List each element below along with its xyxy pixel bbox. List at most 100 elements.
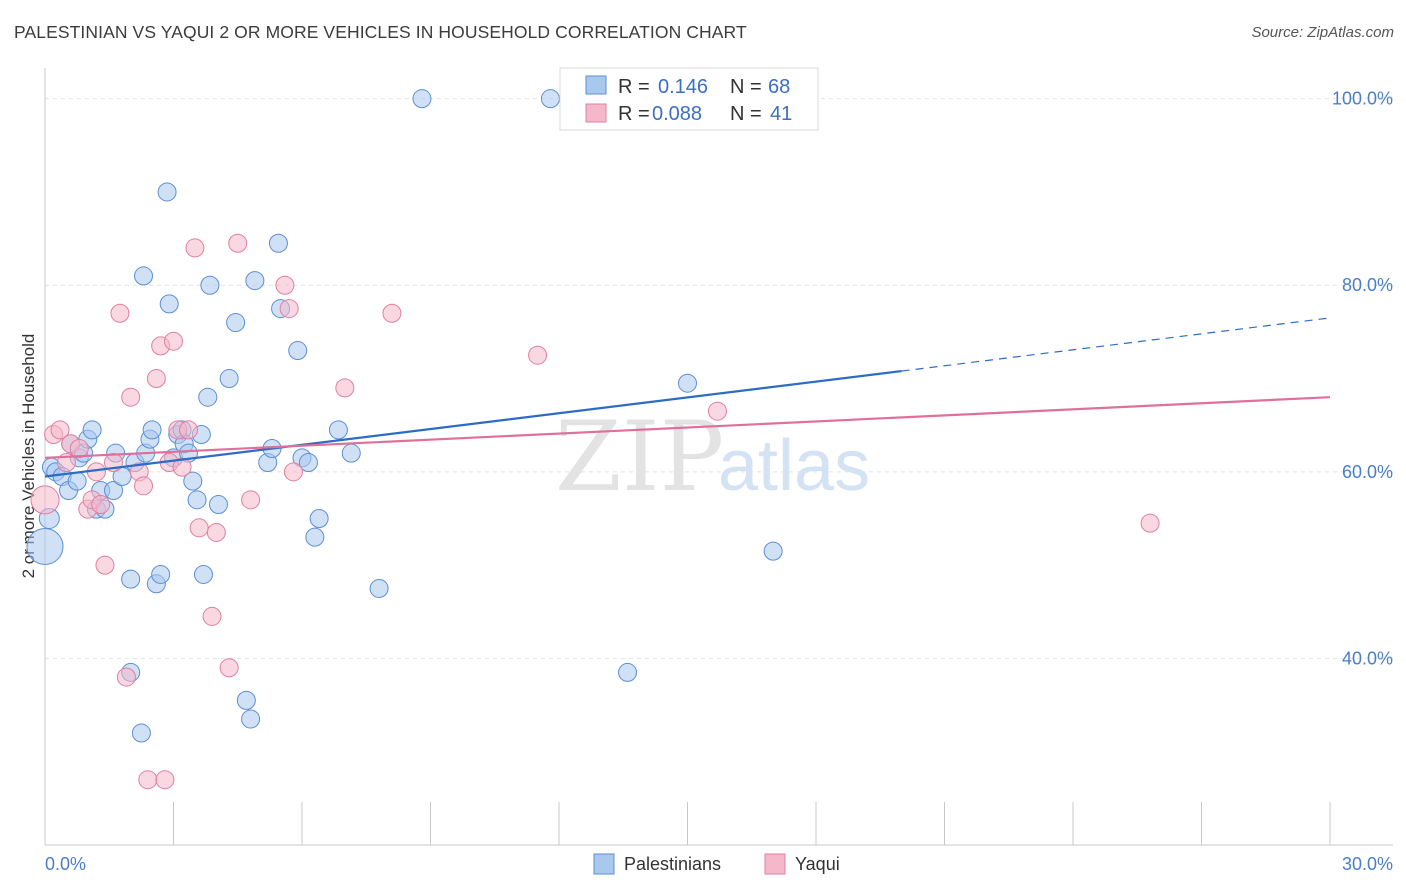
yaqui-point xyxy=(241,490,261,510)
yaqui-point xyxy=(146,369,166,389)
gridlines xyxy=(45,98,1393,659)
yaqui-point xyxy=(155,770,175,790)
y-tick-labels: 40.0% 60.0% 80.0% 100.0% xyxy=(1332,89,1393,669)
palestinians-point xyxy=(305,527,325,547)
x-tick-label-min: 0.0% xyxy=(45,854,86,874)
palestinians-point xyxy=(183,471,203,491)
palestinians-point xyxy=(193,564,213,584)
trendline-palestinians-extension xyxy=(901,317,1331,372)
palestinians-point xyxy=(618,662,638,682)
legend-swatch-yaqui xyxy=(585,103,607,123)
trendlines xyxy=(44,317,1331,478)
yaqui-point xyxy=(206,522,226,542)
chart-source: Source: ZipAtlas.com xyxy=(1251,24,1394,41)
yaqui-point xyxy=(283,462,303,482)
legend-n-value-yaqui: 41 xyxy=(770,103,792,125)
legend-r-label-palestinians: R = xyxy=(618,76,650,98)
yaqui-point xyxy=(382,303,402,323)
yaqui-point xyxy=(185,238,205,258)
yaqui-point xyxy=(172,457,192,477)
y-tick-label: 100.0% xyxy=(1332,89,1393,109)
yaqui-point xyxy=(275,275,295,295)
yaqui-point xyxy=(91,494,111,514)
palestinians-point xyxy=(288,341,308,361)
palestinians-point xyxy=(236,690,256,710)
legend-r-label-yaqui: R = xyxy=(618,103,650,125)
yaqui-point xyxy=(134,476,154,496)
palestinians-point xyxy=(268,233,288,253)
y-tick-label: 40.0% xyxy=(1342,648,1393,668)
palestinians-point xyxy=(131,723,151,743)
y-tick-label: 80.0% xyxy=(1342,275,1393,295)
palestinians-point xyxy=(678,373,697,393)
series-legend: Palestinians Yaqui xyxy=(593,853,840,875)
yaqui-point xyxy=(335,378,355,398)
axes xyxy=(44,68,1393,846)
palestinians-point xyxy=(341,443,361,463)
palestinians-point xyxy=(157,182,177,202)
legend-swatch-palestinians xyxy=(585,75,607,95)
palestinians-point xyxy=(198,387,218,407)
yaqui-point xyxy=(50,420,70,440)
yaqui-point xyxy=(116,667,136,687)
legend-r-value-yaqui: 0.088 xyxy=(652,103,702,125)
palestinians-point xyxy=(26,527,64,565)
yaqui-point xyxy=(279,299,299,319)
palestinians-point xyxy=(309,508,329,528)
legend-n-label-palestinians: N = xyxy=(730,76,762,98)
yaqui-point xyxy=(528,345,548,365)
yaqui-point xyxy=(219,658,239,678)
palestinians-point xyxy=(67,471,87,491)
yaqui-point xyxy=(202,606,222,626)
watermark: ZIP atlas xyxy=(555,401,870,513)
palestinians-point xyxy=(159,294,179,314)
palestinians-point xyxy=(540,89,560,109)
yaqui-point xyxy=(138,770,158,790)
palestinians-point xyxy=(121,569,141,589)
series-yaqui-points xyxy=(30,233,1160,790)
yaqui-point xyxy=(228,233,248,253)
yaqui-point xyxy=(121,387,141,407)
watermark-zip: ZIP xyxy=(555,401,724,513)
palestinians-point xyxy=(187,490,207,510)
watermark-atlas: atlas xyxy=(718,426,870,506)
palestinians-point xyxy=(412,89,432,109)
stats-legend: R = 0.146 N = 68 R = 0.088 N = 41 xyxy=(559,67,819,131)
legend-r-value-palestinians: 0.146 xyxy=(658,76,708,98)
palestinians-point xyxy=(104,480,124,500)
palestinians-point xyxy=(208,494,228,514)
chart-title: PALESTINIAN VS YAQUI 2 OR MORE VEHICLES … xyxy=(14,22,747,42)
palestinians-point xyxy=(298,453,318,472)
palestinians-point xyxy=(245,271,265,291)
palestinians-point xyxy=(151,564,171,584)
palestinians-point xyxy=(328,420,348,440)
palestinians-point xyxy=(763,541,783,561)
trendline-palestinians xyxy=(44,369,902,478)
y-tick-label: 60.0% xyxy=(1342,462,1393,482)
palestinians-point xyxy=(82,420,102,440)
x-ticks xyxy=(44,802,1331,845)
palestinians-point xyxy=(134,266,154,286)
yaqui-point xyxy=(164,331,183,351)
bottom-legend-swatch-yaqui xyxy=(764,853,786,875)
bottom-legend-swatch-palestinians xyxy=(593,853,615,875)
yaqui-point xyxy=(707,401,727,421)
yaqui-point xyxy=(30,485,60,515)
yaqui-point xyxy=(189,518,209,538)
yaqui-point xyxy=(110,303,130,323)
legend-n-label-yaqui: N = xyxy=(730,103,762,125)
palestinians-point xyxy=(226,313,246,333)
x-tick-label-max: 30.0% xyxy=(1342,854,1393,874)
yaqui-point xyxy=(69,439,89,459)
palestinians-point xyxy=(200,275,220,295)
palestinians-point xyxy=(241,709,261,729)
palestinians-point xyxy=(219,369,239,389)
yaqui-point xyxy=(95,555,115,575)
yaqui-point xyxy=(178,420,198,440)
bottom-legend-label-yaqui: Yaqui xyxy=(795,854,840,874)
legend-n-value-palestinians: 68 xyxy=(768,76,790,98)
yaqui-point xyxy=(1140,513,1160,533)
trendline-yaqui xyxy=(44,396,1331,459)
y-axis-title: 2 or more Vehicles in Household xyxy=(19,334,38,579)
